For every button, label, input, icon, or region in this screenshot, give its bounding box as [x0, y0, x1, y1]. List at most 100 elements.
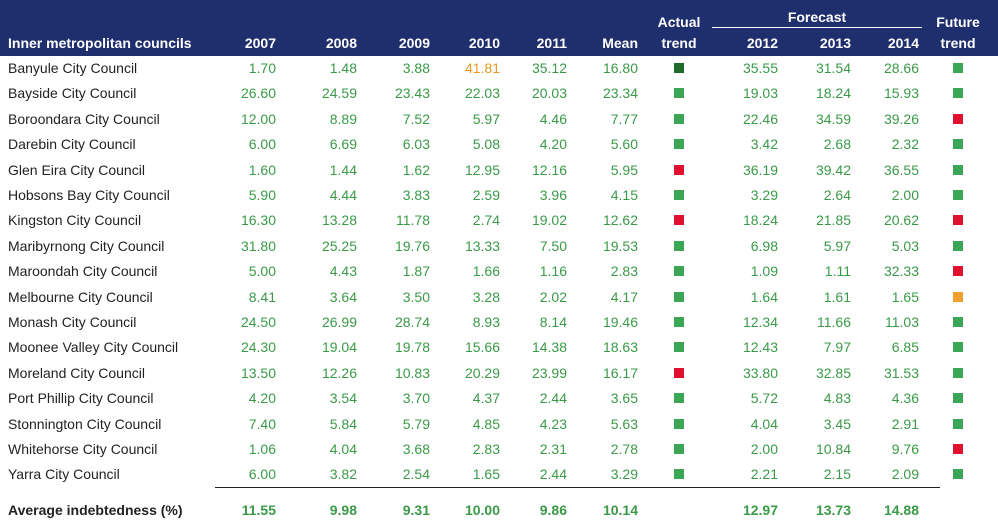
cell-value: 1.60 — [248, 161, 276, 178]
cell-value: 19.53 — [602, 237, 638, 254]
cell-value: 1.70 — [248, 60, 276, 76]
cell-value: 41.81 — [464, 60, 500, 76]
cell-value: 7.97 — [823, 339, 851, 356]
council-name: Moonee Valley City Council — [8, 339, 179, 356]
cell-value: 5.97 — [472, 110, 500, 127]
trend-square — [674, 63, 684, 73]
trend-square — [674, 113, 684, 124]
council-name: Port Phillip City Council — [8, 390, 154, 407]
cell-value: 13.33 — [464, 237, 500, 254]
cell-value: 16.80 — [602, 60, 638, 76]
cell-value: 7.40 — [248, 415, 276, 432]
cell-value: 4.83 — [823, 390, 851, 407]
cell-value: 19.76 — [394, 237, 430, 254]
cell-value: 2.64 — [823, 187, 851, 203]
header-title: Inner metropolitan councils — [8, 35, 192, 51]
cell-value: 3.64 — [329, 288, 357, 305]
cell-value: 20.29 — [464, 364, 500, 381]
cell-value: 1.61 — [823, 288, 851, 305]
trend-square — [674, 190, 684, 200]
cell-value: 8.89 — [329, 110, 357, 127]
cell-value: 1.06 — [248, 441, 276, 457]
trend-square — [674, 342, 684, 353]
cell-value: 3.45 — [823, 415, 851, 432]
column-header: 2011 — [536, 35, 567, 51]
cell-value: 22.46 — [742, 110, 778, 127]
trend-square — [953, 418, 963, 429]
council-name: Monash City Council — [8, 314, 137, 330]
trend-square — [953, 367, 963, 378]
cell-value: 2.83 — [472, 441, 500, 457]
cell-value: 31.80 — [240, 237, 276, 254]
average-value: 9.31 — [402, 502, 430, 518]
trend-square — [674, 367, 684, 378]
trend-square — [953, 240, 963, 251]
cell-value: 2.09 — [891, 466, 919, 483]
trend-square — [953, 291, 963, 302]
council-name: Kingston City Council — [8, 212, 142, 229]
cell-value: 2.44 — [539, 466, 567, 483]
cell-value: 2.59 — [472, 187, 500, 203]
cell-value: 3.82 — [329, 466, 357, 483]
council-name: Boroondara City Council — [8, 110, 160, 127]
column-header: Actual — [657, 14, 701, 30]
cell-value: 5.79 — [402, 415, 430, 432]
column-header: Mean — [602, 35, 638, 51]
trend-square — [674, 215, 684, 226]
cell-value: 12.43 — [742, 339, 778, 356]
column-header: 2012 — [746, 35, 778, 51]
cell-value: 5.72 — [750, 390, 778, 407]
cell-value: 5.08 — [472, 136, 500, 153]
council-name: Banyule City Council — [8, 60, 138, 76]
cell-value: 2.21 — [750, 466, 778, 483]
trend-square — [953, 113, 963, 124]
cell-value: 18.24 — [742, 212, 778, 229]
trend-square — [674, 139, 684, 150]
trend-square — [674, 444, 684, 454]
cell-value: 3.42 — [750, 136, 778, 153]
cell-value: 19.03 — [742, 85, 778, 102]
cell-value: 16.17 — [602, 364, 638, 381]
cell-value: 4.85 — [472, 415, 500, 432]
cell-value: 21.85 — [815, 212, 851, 229]
trend-square — [953, 469, 963, 480]
trend-square — [674, 291, 684, 302]
average-value: 9.98 — [329, 502, 357, 518]
cell-value: 24.30 — [240, 339, 276, 356]
cell-value: 6.00 — [248, 466, 276, 483]
cell-value: 26.60 — [240, 85, 276, 102]
cell-value: 11.66 — [817, 314, 851, 330]
cell-value: 3.29 — [750, 187, 778, 203]
trend-square — [674, 469, 684, 480]
cell-value: 1.62 — [402, 161, 430, 178]
cell-value: 15.93 — [883, 85, 919, 102]
cell-value: 3.65 — [610, 390, 638, 407]
cell-value: 5.95 — [610, 161, 638, 178]
trend-square — [674, 266, 684, 277]
average-label: Average indebtedness (%) — [8, 502, 183, 518]
cell-value: 36.55 — [883, 161, 919, 178]
trend-square — [674, 88, 684, 99]
cell-value: 2.31 — [539, 441, 567, 457]
trend-square — [953, 342, 963, 353]
cell-value: 34.59 — [815, 110, 851, 127]
cell-value: 2.78 — [610, 441, 638, 457]
council-name: Moreland City Council — [8, 364, 145, 381]
cell-value: 3.88 — [402, 60, 430, 76]
cell-value: 4.20 — [248, 390, 276, 407]
trend-square — [953, 444, 963, 454]
cell-value: 8.14 — [539, 314, 567, 330]
council-name: Bayside City Council — [8, 85, 137, 102]
forecast-header: Forecast — [787, 9, 847, 25]
cell-value: 2.91 — [891, 415, 919, 432]
cell-value: 2.00 — [750, 441, 778, 457]
cell-value: 12.95 — [464, 161, 500, 178]
cell-value: 10.83 — [394, 364, 430, 381]
column-header: Future — [936, 14, 980, 30]
cell-value: 12.16 — [531, 161, 567, 178]
cell-value: 24.50 — [240, 314, 276, 330]
cell-value: 1.16 — [539, 263, 567, 280]
cell-value: 32.85 — [815, 364, 851, 381]
cell-value: 12.00 — [240, 110, 276, 127]
trend-square — [953, 393, 963, 404]
